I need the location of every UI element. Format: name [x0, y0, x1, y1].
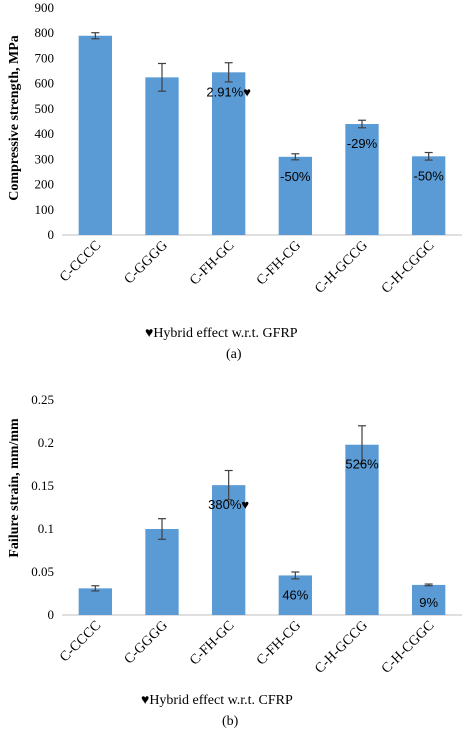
hybrid-effect-note-b: ♥Hybrid effect w.r.t. CFRP — [141, 693, 293, 708]
y-tick-label: 0.05 — [31, 564, 54, 579]
category-label: C-CCCC — [57, 618, 104, 665]
y-tick-label: 400 — [35, 126, 55, 141]
data-label: -29% — [347, 136, 378, 151]
bar — [412, 156, 446, 235]
y-tick-label: 0.15 — [31, 478, 54, 493]
data-label: 2.91%♥ — [206, 84, 251, 99]
y-tick-label: 0.2 — [38, 435, 54, 450]
bar — [278, 156, 312, 235]
bar — [145, 529, 179, 615]
category-label: C-H-CGGC — [379, 618, 437, 676]
bar — [412, 584, 446, 615]
category-label: C-H-GCCG — [312, 238, 370, 296]
y-tick-label: 0.1 — [38, 521, 54, 536]
bar — [278, 575, 312, 615]
data-label: -50% — [413, 168, 444, 183]
category-label: C-GGGG — [122, 238, 171, 287]
compressive-strength-chart: 0 100 200 300 400 500 600 700 800 900 2.91%♥ -50% -… — [7, 0, 462, 297]
bar — [145, 77, 179, 235]
y-tick-label: 0 — [48, 607, 55, 622]
data-label: 9% — [419, 595, 438, 610]
data-label: 46% — [282, 587, 308, 602]
bar — [212, 72, 246, 235]
panel-label-b: (b) — [222, 714, 239, 729]
bar — [78, 588, 112, 615]
failure-strain-chart: 0 0.05 0.1 0.15 0.2 0.25 380%♥ 46% 526% 9% C-CCC… — [7, 392, 462, 677]
y-tick-label: 700 — [35, 50, 55, 65]
category-label: C-FH-CG — [254, 618, 304, 668]
bar — [345, 124, 379, 235]
bar — [345, 444, 379, 615]
category-label: C-H-GCCG — [312, 618, 370, 676]
y-tick-label: 200 — [35, 177, 55, 192]
panel-label-a: (a) — [226, 347, 242, 362]
category-label: C-H-CGGC — [379, 238, 437, 296]
bar — [212, 485, 246, 615]
y-axis-label: Compressive strength, MPa — [7, 35, 22, 201]
category-label: C-FH-GC — [187, 618, 237, 668]
category-label: C-GGGG — [122, 618, 171, 667]
hybrid-effect-note-a: ♥Hybrid effect w.r.t. GFRP — [145, 326, 298, 341]
y-tick-label: 300 — [35, 151, 55, 166]
y-axis-label: Failure strain, mm/mm — [7, 418, 22, 558]
y-tick-label: 0.25 — [31, 392, 54, 407]
y-tick-label: 100 — [35, 202, 55, 217]
category-label: C-FH-CG — [254, 238, 304, 288]
data-label: -50% — [280, 169, 311, 184]
y-tick-label: 600 — [35, 76, 55, 91]
data-label: 526% — [345, 457, 379, 472]
y-tick-label: 800 — [35, 25, 55, 40]
category-label: C-CCCC — [57, 238, 104, 285]
y-tick-label: 900 — [35, 0, 55, 15]
bar — [78, 35, 112, 235]
data-label: 380%♥ — [208, 497, 249, 512]
y-tick-label: 500 — [35, 101, 55, 116]
category-label: C-FH-GC — [187, 238, 237, 288]
y-tick-label: 0 — [48, 227, 55, 242]
